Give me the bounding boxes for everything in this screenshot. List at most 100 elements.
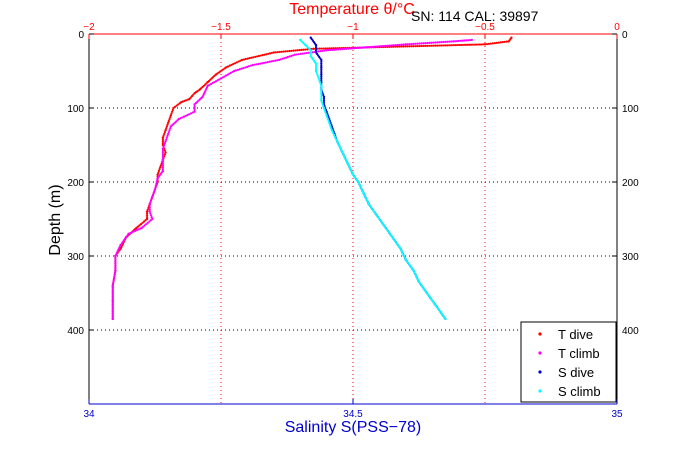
- profile-dot: [182, 115, 186, 118]
- profile-dot: [327, 49, 330, 52]
- profile-dot: [353, 47, 356, 50]
- data-point: [404, 43, 407, 46]
- profile-dot: [254, 55, 257, 58]
- data-point: [383, 225, 386, 228]
- profile-dot: [499, 41, 502, 44]
- profile-dot: [302, 48, 305, 51]
- profile-dot: [329, 48, 332, 52]
- profile-dot: [326, 47, 329, 50]
- profile-dot: [111, 290, 114, 293]
- profile-dot: [453, 44, 457, 47]
- profile-dot: [276, 59, 279, 62]
- profile-dot: [455, 43, 459, 47]
- profile-dot: [124, 237, 127, 240]
- profile-dot: [408, 45, 411, 48]
- profile-dot: [111, 297, 114, 300]
- profile-dot: [114, 262, 117, 265]
- profile-dot: [373, 211, 376, 214]
- profile-dot: [298, 48, 301, 52]
- profile-dot: [257, 62, 260, 66]
- profile-dot: [385, 228, 389, 231]
- profile-dot: [320, 68, 323, 71]
- profile-dot: [252, 56, 255, 59]
- data-point: [399, 247, 402, 250]
- top-tick-label: 0: [614, 22, 620, 33]
- profile-dot: [111, 306, 114, 309]
- profile-dot: [125, 235, 128, 239]
- profile-dot: [259, 62, 262, 65]
- profile-dot: [320, 47, 323, 50]
- data-point: [412, 269, 415, 272]
- profile-dot: [465, 43, 469, 46]
- data-point: [111, 317, 114, 321]
- profile-dot: [434, 41, 437, 44]
- profile-dot: [170, 112, 173, 115]
- data-point: [322, 95, 326, 99]
- profile-dot: [390, 44, 394, 47]
- profile-dot: [324, 110, 327, 113]
- profile-dot: [301, 52, 304, 55]
- profile-dot: [297, 53, 300, 56]
- profile-dot: [161, 151, 165, 154]
- profile-dot: [229, 71, 232, 74]
- profile-dot: [149, 214, 153, 217]
- profile-dot: [445, 44, 449, 47]
- legend-label: T climb: [558, 346, 600, 361]
- profile-dot: [431, 299, 434, 303]
- y-tick-label-right: 200: [622, 178, 639, 189]
- profile-dot: [266, 61, 269, 64]
- profile-dot: [382, 223, 385, 226]
- profile-dot: [288, 49, 291, 53]
- profile-dot: [192, 93, 195, 96]
- profile-dot: [339, 48, 342, 51]
- profile-dot: [295, 53, 298, 56]
- profile-dot: [208, 83, 211, 86]
- data-point: [111, 284, 114, 287]
- profile-dot: [418, 42, 421, 45]
- profile-dot: [114, 264, 117, 267]
- profile-dot: [409, 264, 412, 268]
- profile-dot: [165, 136, 168, 139]
- profile-dot: [309, 53, 312, 56]
- profile-dot: [459, 43, 463, 47]
- data-point: [161, 158, 165, 161]
- profile-dot: [145, 222, 148, 226]
- profile-dot: [367, 46, 370, 49]
- profile-dot: [426, 44, 429, 47]
- legend-label: T dive: [558, 327, 593, 342]
- profile-dot: [155, 180, 158, 184]
- profile-dot: [242, 58, 246, 61]
- series-s-climb: [299, 38, 447, 321]
- profile-dot: [320, 64, 323, 67]
- profile-dot: [193, 105, 196, 108]
- profile-dot: [314, 66, 318, 69]
- profile-dot: [424, 44, 427, 48]
- profile-dot: [314, 49, 318, 52]
- data-point: [272, 51, 275, 54]
- profile-dot: [111, 282, 115, 285]
- profile-dot: [111, 308, 114, 311]
- profile-dot: [247, 65, 251, 68]
- profile-dot: [163, 143, 166, 147]
- profile-dot: [420, 42, 423, 45]
- data-point: [164, 151, 167, 154]
- profile-dot: [186, 113, 189, 117]
- data-point: [169, 114, 173, 117]
- data-point: [148, 210, 151, 213]
- data-point: [309, 55, 312, 58]
- profile-dot: [161, 155, 165, 158]
- profile-dot: [228, 64, 231, 67]
- profile-dot: [111, 293, 114, 296]
- data-point: [164, 129, 167, 132]
- profile-dot: [455, 40, 459, 43]
- profile-dot: [142, 220, 146, 223]
- profile-dot: [320, 93, 323, 97]
- data-point: [483, 43, 487, 46]
- profile-dot: [314, 47, 318, 50]
- profile-dot: [347, 47, 350, 50]
- data-point: [151, 195, 154, 198]
- profile-dot: [380, 220, 383, 223]
- profile-dot: [232, 62, 235, 66]
- profile-dot: [422, 42, 425, 45]
- profile-dot: [156, 179, 159, 182]
